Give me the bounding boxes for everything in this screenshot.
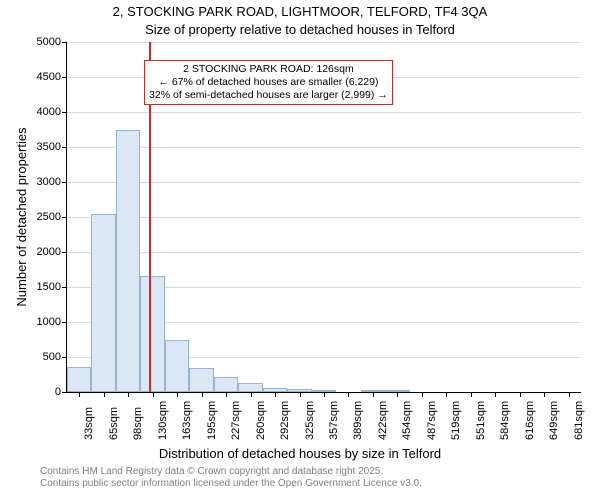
histogram-bar	[214, 377, 238, 392]
y-tick-label: 3500	[37, 141, 61, 153]
x-tick	[520, 392, 521, 397]
y-tick-label: 1500	[37, 281, 61, 293]
annotation-box: 2 STOCKING PARK ROAD: 126sqm← 67% of det…	[144, 60, 393, 105]
x-tick-label: 195sqm	[206, 401, 218, 440]
x-tick-label: 616sqm	[524, 401, 536, 440]
annotation-line-2: ← 67% of detached houses are smaller (6,…	[149, 76, 388, 89]
x-tick	[495, 392, 496, 397]
y-tick-label: 3000	[37, 176, 61, 188]
x-tick	[128, 392, 129, 397]
histogram-bar	[312, 390, 336, 392]
x-tick	[177, 392, 178, 397]
x-tick-label: 325sqm	[304, 401, 316, 440]
x-tick-label: 681sqm	[573, 401, 585, 440]
histogram-bar	[67, 367, 91, 392]
histogram-bar	[361, 390, 385, 392]
y-tick-label: 500	[43, 351, 61, 363]
histogram-bar	[165, 340, 189, 392]
histogram-bar	[140, 276, 164, 392]
gridline	[67, 252, 581, 253]
y-tick-label: 4500	[37, 71, 61, 83]
annotation-line-1: 2 STOCKING PARK ROAD: 126sqm	[149, 63, 388, 76]
x-tick-label: 357sqm	[328, 401, 340, 440]
x-tick	[446, 392, 447, 397]
plot-area: 0500100015002000250030003500400045005000…	[66, 42, 581, 393]
x-tick-label: 98sqm	[132, 407, 144, 440]
x-tick	[569, 392, 570, 397]
y-axis-label: Number of detached properties	[14, 42, 29, 392]
x-tick	[324, 392, 325, 397]
x-tick-label: 163sqm	[181, 401, 193, 440]
y-tick-label: 2500	[37, 211, 61, 223]
y-tick-label: 2000	[37, 246, 61, 258]
annotation-line-3: 32% of semi-detached houses are larger (…	[149, 89, 388, 102]
footer-line-2: Contains public sector information licen…	[40, 478, 422, 490]
x-tick-label: 487sqm	[426, 401, 438, 440]
histogram-bar	[263, 388, 287, 392]
chart-container: 2, STOCKING PARK ROAD, LIGHTMOOR, TELFOR…	[0, 0, 600, 500]
x-tick-label: 551sqm	[475, 401, 487, 440]
x-tick	[226, 392, 227, 397]
histogram-bar	[116, 130, 140, 393]
y-tick-label: 4000	[37, 106, 61, 118]
x-tick	[471, 392, 472, 397]
footer-attribution: Contains HM Land Registry data © Crown c…	[40, 466, 422, 490]
histogram-bar	[189, 368, 213, 393]
y-tick-label: 5000	[37, 36, 61, 48]
gridline	[67, 112, 581, 113]
y-tick-label: 0	[55, 386, 61, 398]
x-tick	[544, 392, 545, 397]
x-tick	[348, 392, 349, 397]
histogram-bar	[287, 389, 311, 392]
x-tick	[373, 392, 374, 397]
x-tick	[202, 392, 203, 397]
x-tick	[153, 392, 154, 397]
x-tick	[275, 392, 276, 397]
gridline	[67, 217, 581, 218]
x-tick-label: 649sqm	[548, 401, 560, 440]
y-tick	[62, 392, 67, 393]
x-tick-label: 33sqm	[83, 407, 95, 440]
x-tick-label: 422sqm	[377, 401, 389, 440]
x-tick-label: 292sqm	[279, 401, 291, 440]
histogram-bar	[238, 383, 262, 392]
x-tick	[397, 392, 398, 397]
x-tick	[422, 392, 423, 397]
x-tick	[251, 392, 252, 397]
x-tick-label: 65sqm	[108, 407, 120, 440]
x-tick-label: 227sqm	[230, 401, 242, 440]
gridline	[67, 182, 581, 183]
x-axis-label: Distribution of detached houses by size …	[0, 446, 600, 461]
title-line-1: 2, STOCKING PARK ROAD, LIGHTMOOR, TELFOR…	[0, 4, 600, 19]
gridline	[67, 42, 581, 43]
x-tick	[104, 392, 105, 397]
footer-line-1: Contains HM Land Registry data © Crown c…	[40, 466, 422, 478]
x-tick	[79, 392, 80, 397]
histogram-bar	[385, 390, 409, 392]
x-tick-label: 260sqm	[255, 401, 267, 440]
title-line-2: Size of property relative to detached ho…	[0, 22, 600, 37]
x-tick-label: 389sqm	[352, 401, 364, 440]
x-tick-label: 584sqm	[499, 401, 511, 440]
x-tick-label: 454sqm	[401, 401, 413, 440]
x-tick-label: 519sqm	[450, 401, 462, 440]
x-tick	[300, 392, 301, 397]
x-tick-label: 130sqm	[157, 401, 169, 440]
y-tick-label: 1000	[37, 316, 61, 328]
histogram-bar	[91, 214, 115, 393]
gridline	[67, 147, 581, 148]
